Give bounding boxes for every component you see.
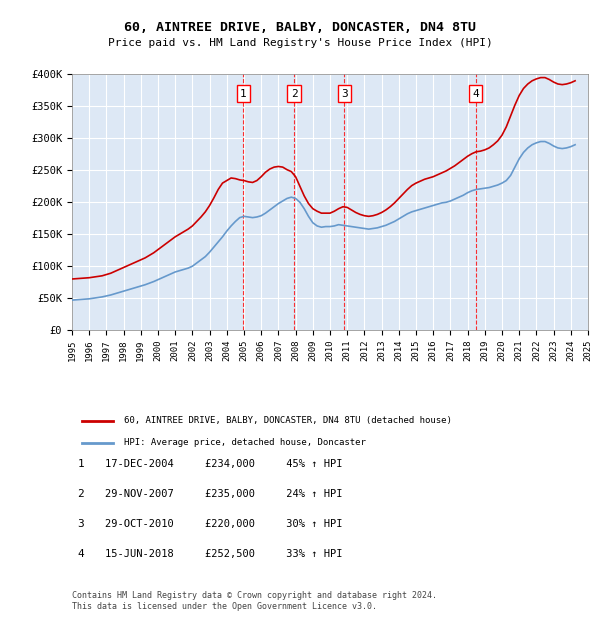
Text: 60, AINTREE DRIVE, BALBY, DONCASTER, DN4 8TU (detached house): 60, AINTREE DRIVE, BALBY, DONCASTER, DN4… xyxy=(124,416,451,425)
Text: 29-NOV-2007     £235,000     24% ↑ HPI: 29-NOV-2007 £235,000 24% ↑ HPI xyxy=(105,489,343,499)
Text: Contains HM Land Registry data © Crown copyright and database right 2024.
This d: Contains HM Land Registry data © Crown c… xyxy=(72,591,437,611)
Text: 1: 1 xyxy=(240,89,247,99)
Text: 2: 2 xyxy=(77,489,85,499)
Text: 3: 3 xyxy=(341,89,347,99)
Text: 3: 3 xyxy=(77,519,85,529)
Text: 17-DEC-2004     £234,000     45% ↑ HPI: 17-DEC-2004 £234,000 45% ↑ HPI xyxy=(105,459,343,469)
Text: 29-OCT-2010     £220,000     30% ↑ HPI: 29-OCT-2010 £220,000 30% ↑ HPI xyxy=(105,519,343,529)
Text: 60, AINTREE DRIVE, BALBY, DONCASTER, DN4 8TU: 60, AINTREE DRIVE, BALBY, DONCASTER, DN4… xyxy=(124,22,476,34)
Text: 15-JUN-2018     £252,500     33% ↑ HPI: 15-JUN-2018 £252,500 33% ↑ HPI xyxy=(105,549,343,559)
Text: 4: 4 xyxy=(77,549,85,559)
Text: Price paid vs. HM Land Registry's House Price Index (HPI): Price paid vs. HM Land Registry's House … xyxy=(107,38,493,48)
Text: HPI: Average price, detached house, Doncaster: HPI: Average price, detached house, Donc… xyxy=(124,438,365,447)
Text: 2: 2 xyxy=(290,89,298,99)
Text: 1: 1 xyxy=(77,459,85,469)
Text: 4: 4 xyxy=(472,89,479,99)
